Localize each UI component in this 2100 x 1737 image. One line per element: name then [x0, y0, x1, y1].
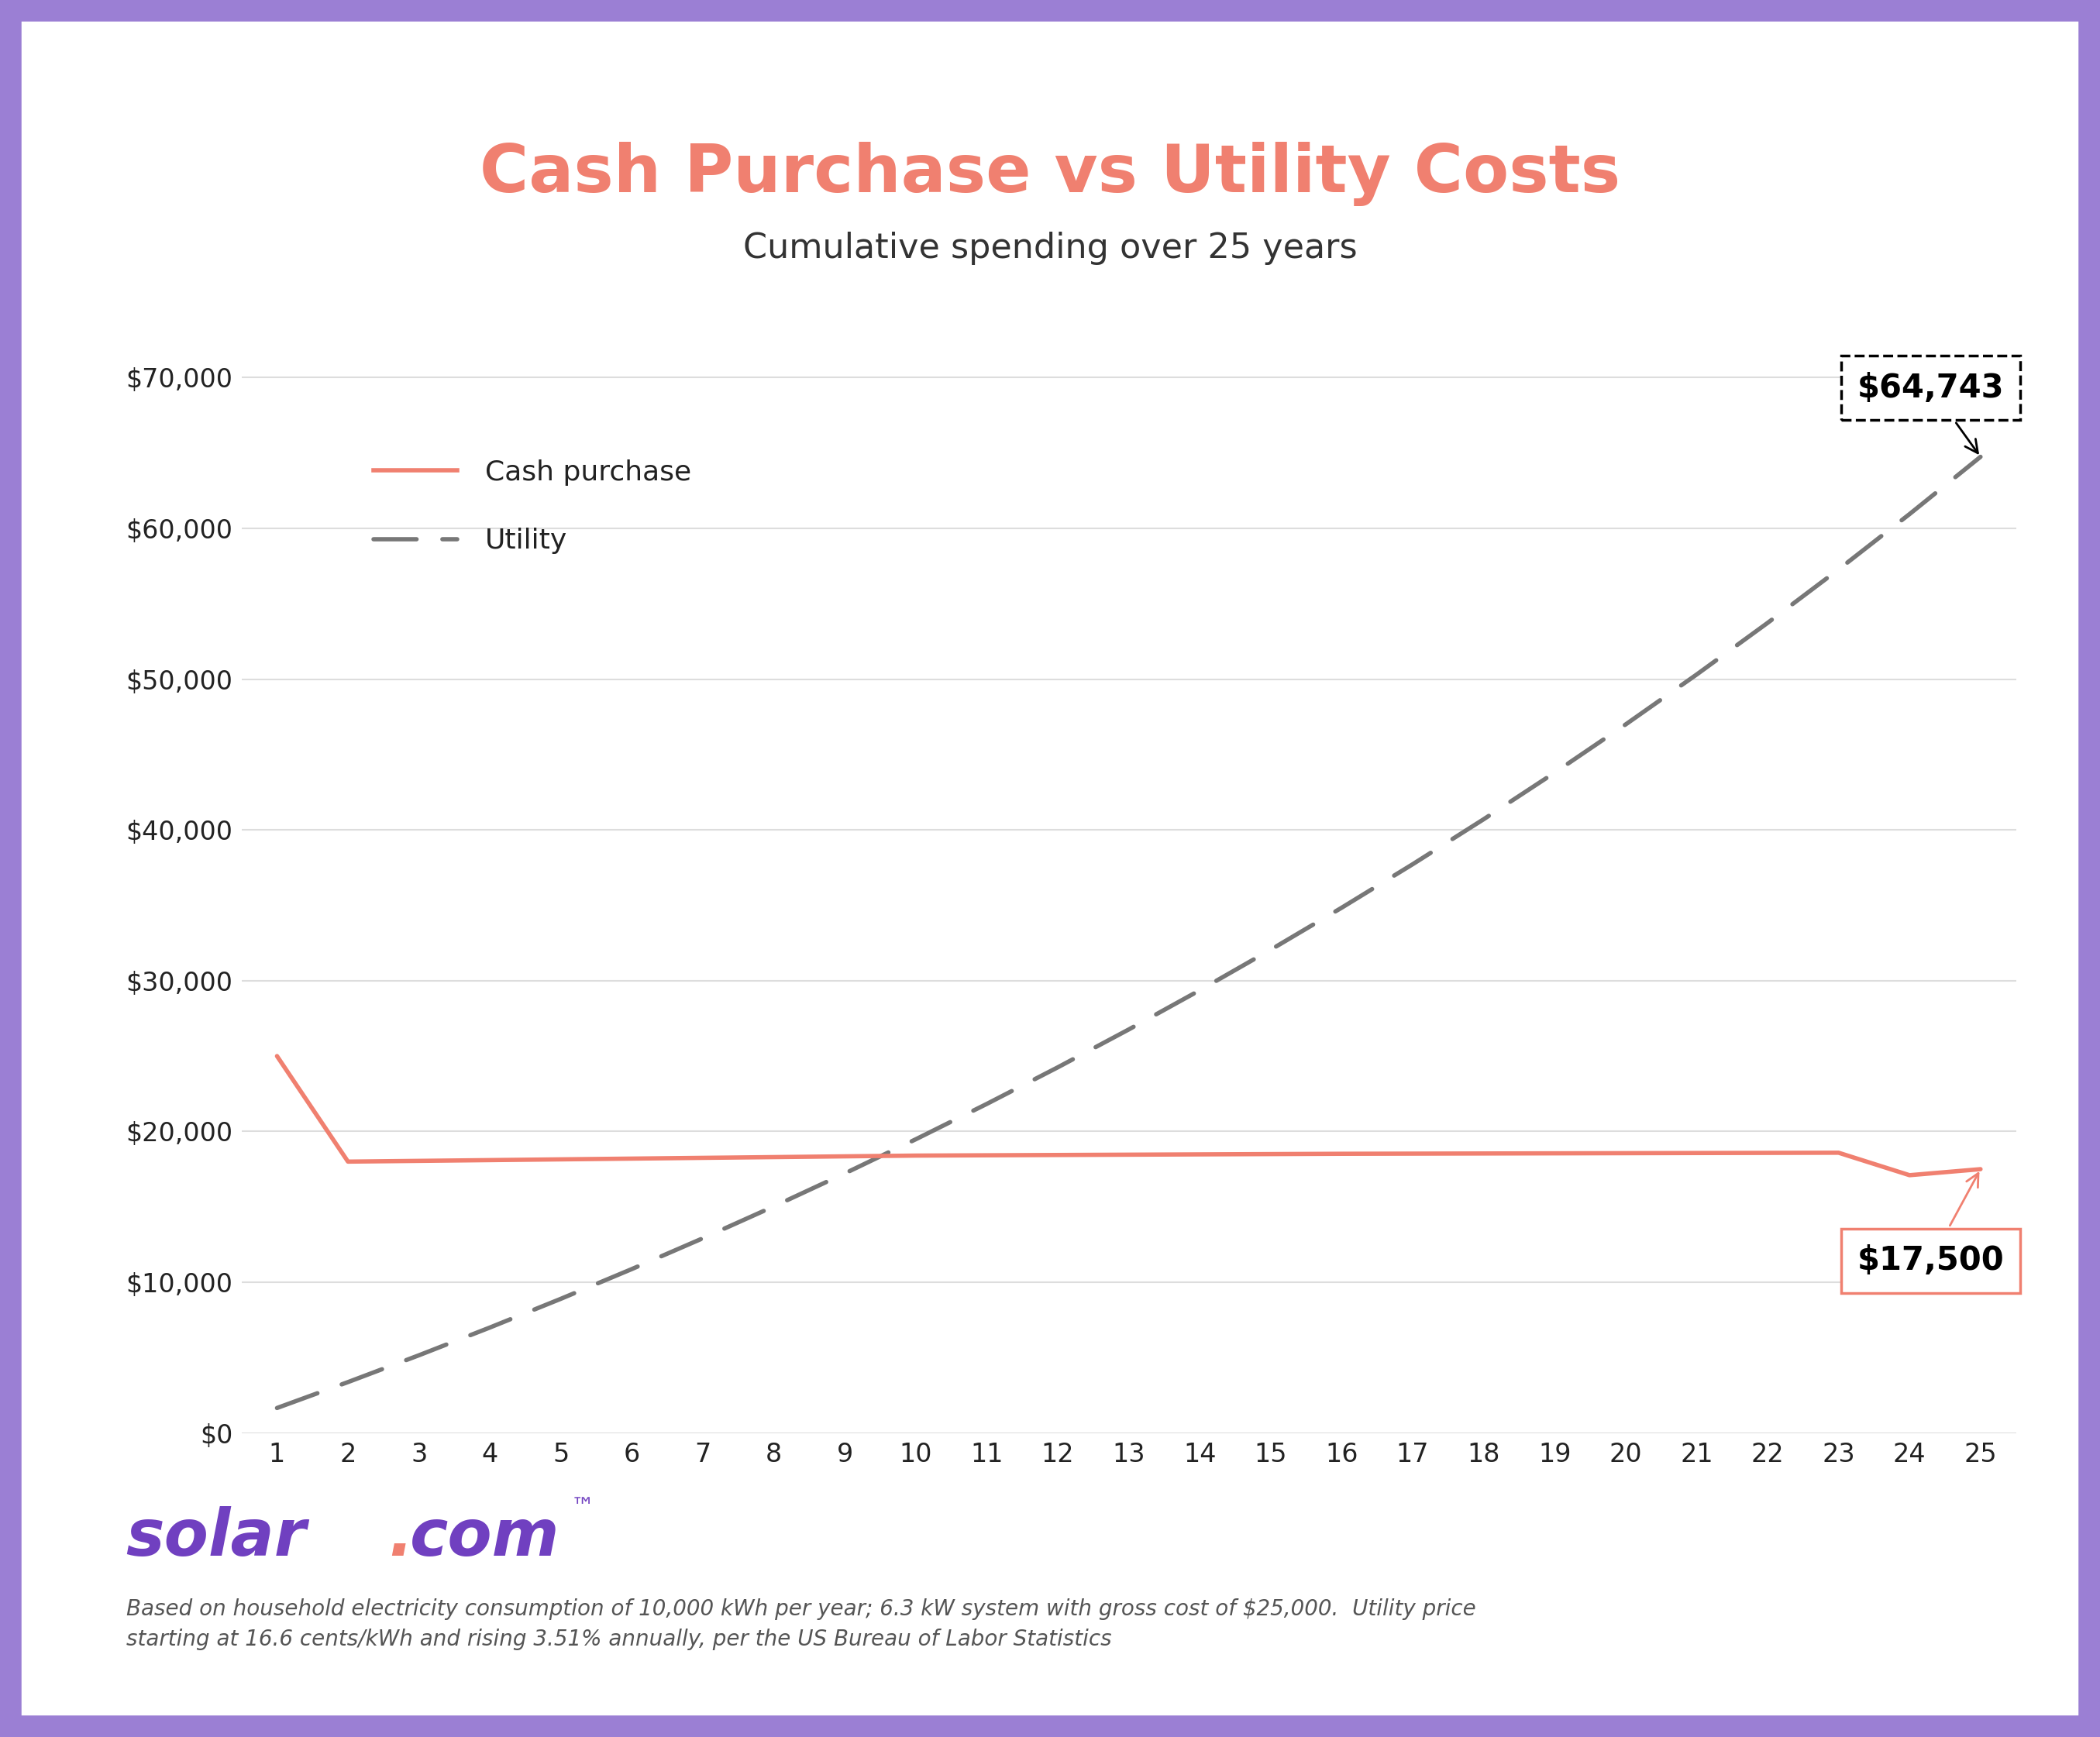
Text: .: . — [388, 1506, 414, 1569]
Text: solar: solar — [126, 1506, 307, 1569]
Legend: Cash purchase, Utility: Cash purchase, Utility — [361, 448, 704, 565]
Text: com: com — [410, 1506, 559, 1569]
Text: $64,743: $64,743 — [1856, 372, 2003, 453]
Text: Cash Purchase vs Utility Costs: Cash Purchase vs Utility Costs — [479, 141, 1621, 207]
Text: Based on household electricity consumption of 10,000 kWh per year; 6.3 kW system: Based on household electricity consumpti… — [126, 1598, 1476, 1650]
Text: $17,500: $17,500 — [1856, 1172, 2003, 1277]
Text: Cumulative spending over 25 years: Cumulative spending over 25 years — [743, 231, 1357, 266]
Text: ™: ™ — [571, 1497, 594, 1518]
